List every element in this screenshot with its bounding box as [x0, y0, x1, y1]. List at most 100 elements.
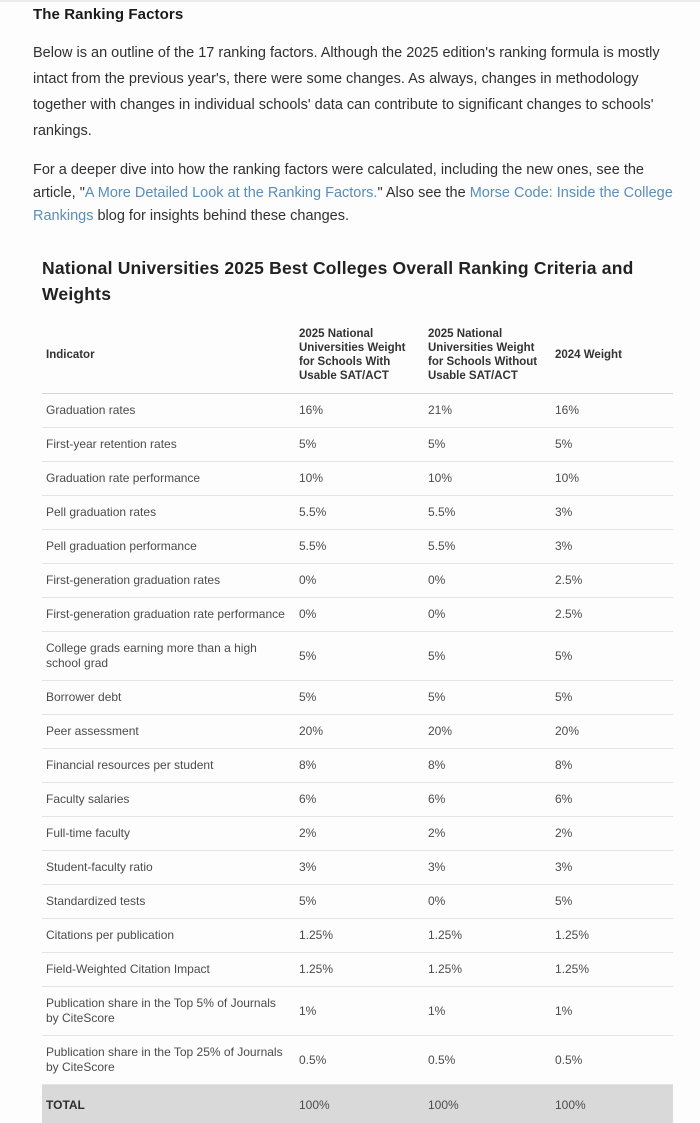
column-header-2024-weight: 2024 Weight	[551, 319, 673, 394]
weight-cell: 21%	[424, 393, 551, 428]
table-row: Faculty salaries 6% 6% 6%	[42, 782, 673, 817]
table-header: Indicator 2025 National Universities Wei…	[42, 319, 673, 394]
weight-cell: 6%	[424, 782, 551, 817]
indicator-cell: Financial resources per student	[42, 748, 295, 783]
indicator-cell: Pell graduation performance	[42, 529, 295, 564]
weight-cell: 3%	[295, 850, 424, 885]
table-row: First-year retention rates 5% 5% 5%	[42, 427, 673, 462]
indicator-cell: Field-Weighted Citation Impact	[42, 952, 295, 987]
table-row: Student-faculty ratio 3% 3% 3%	[42, 850, 673, 885]
weight-cell: 3%	[551, 850, 673, 885]
weight-cell: 5%	[424, 631, 551, 681]
indicator-cell: First-year retention rates	[42, 427, 295, 462]
weight-cell: 10%	[551, 461, 673, 496]
table-row: Publication share in the Top 25% of Jour…	[42, 1035, 673, 1085]
weight-cell: 5.5%	[424, 529, 551, 564]
weight-cell: 5%	[424, 680, 551, 715]
weight-cell: 5.5%	[424, 495, 551, 530]
table-row: Financial resources per student 8% 8% 8%	[42, 748, 673, 783]
weight-cell: 5%	[295, 884, 424, 919]
table-row: College grads earning more than a high s…	[42, 631, 673, 681]
table-footer: TOTAL 100% 100% 100%	[42, 1084, 673, 1123]
indicator-cell: Pell graduation rates	[42, 495, 295, 530]
weight-cell: 20%	[551, 714, 673, 749]
weight-cell: 5%	[551, 680, 673, 715]
weight-cell: 0.5%	[424, 1035, 551, 1085]
ranking-criteria-table: Indicator 2025 National Universities Wei…	[42, 319, 673, 1123]
links-paragraph-text-1: For a deeper dive into how the ranking f…	[33, 162, 644, 201]
table-body: Graduation rates 16% 21% 16% First-year rete…	[42, 393, 673, 1085]
column-header-2025-without-sat: 2025 National Universities Weight for Sc…	[424, 319, 551, 394]
weight-cell: 20%	[295, 714, 424, 749]
weight-cell: 0.5%	[295, 1035, 424, 1085]
weight-cell: 5.5%	[295, 529, 424, 564]
section-heading: The Ranking Factors	[33, 6, 184, 23]
table-row: First-generation graduation rate perform…	[42, 597, 673, 632]
weight-cell: 16%	[551, 393, 673, 428]
weight-cell: 5.5%	[295, 495, 424, 530]
table-row: Pell graduation performance 5.5% 5.5% 3%	[42, 529, 673, 564]
weight-cell: 1%	[295, 986, 424, 1036]
intro-paragraph-text: Below is an outline of the 17 ranking fa…	[33, 45, 660, 139]
weight-cell: 2%	[295, 816, 424, 851]
weight-cell: 2%	[424, 816, 551, 851]
table-title: National Universities 2025 Best Colleges…	[42, 258, 634, 304]
table-row: Citations per publication 1.25% 1.25% 1.25%	[42, 918, 673, 953]
weight-cell: 3%	[551, 495, 673, 530]
table-row: Field-Weighted Citation Impact 1.25% 1.25%…	[42, 952, 673, 987]
weight-cell: 1%	[424, 986, 551, 1036]
intro-paragraph: Below is an outline of the 17 ranking fa…	[33, 40, 673, 144]
weight-cell: 2.5%	[551, 597, 673, 632]
weight-cell: 2.5%	[551, 563, 673, 598]
indicator-cell: Graduation rates	[42, 393, 295, 428]
indicator-cell: Graduation rate performance	[42, 461, 295, 496]
indicator-cell: First-generation graduation rate perform…	[42, 597, 295, 632]
table-row: Publication share in the Top 5% of Journ…	[42, 986, 673, 1036]
total-label: TOTAL	[42, 1084, 295, 1123]
indicator-cell: Student-faculty ratio	[42, 850, 295, 885]
weight-cell: 8%	[424, 748, 551, 783]
indicator-cell: Faculty salaries	[42, 782, 295, 817]
table-row: Standardized tests 5% 0% 5%	[42, 884, 673, 919]
indicator-cell: Citations per publication	[42, 918, 295, 953]
table-row: Full-time faculty 2% 2% 2%	[42, 816, 673, 851]
weight-cell: 8%	[551, 748, 673, 783]
article-content: The Ranking Factors Below is an outline …	[0, 6, 700, 1123]
weight-cell: 0.5%	[551, 1035, 673, 1085]
weight-cell: 10%	[424, 461, 551, 496]
indicator-cell: College grads earning more than a high s…	[42, 631, 295, 681]
weight-cell: 10%	[295, 461, 424, 496]
weight-cell: 16%	[295, 393, 424, 428]
links-paragraph: For a deeper dive into how the ranking f…	[33, 159, 673, 228]
morse-code-blog-link[interactable]: Morse Code: Inside the College Rankings	[33, 185, 673, 224]
indicator-cell: Full-time faculty	[42, 816, 295, 851]
weight-cell: 8%	[295, 748, 424, 783]
weight-cell: 5%	[295, 680, 424, 715]
weight-cell: 1.25%	[295, 918, 424, 953]
weight-cell: 1.25%	[424, 918, 551, 953]
weight-cell: 0%	[295, 563, 424, 598]
total-value-with-sat: 100%	[295, 1084, 424, 1123]
column-header-indicator: Indicator	[42, 319, 295, 394]
weight-cell: 0%	[424, 597, 551, 632]
indicator-cell: Peer assessment	[42, 714, 295, 749]
weight-cell: 3%	[424, 850, 551, 885]
table-row: Peer assessment 20% 20% 20%	[42, 714, 673, 749]
table-row: Graduation rate performance 10% 10% 10%	[42, 461, 673, 496]
weight-cell: 1%	[551, 986, 673, 1036]
weight-cell: 1.25%	[551, 918, 673, 953]
weight-cell: 1.25%	[424, 952, 551, 987]
weight-cell: 5%	[424, 427, 551, 462]
column-header-2025-with-sat: 2025 National Universities Weight for Sc…	[295, 319, 424, 394]
weight-cell: 6%	[551, 782, 673, 817]
indicator-cell: Standardized tests	[42, 884, 295, 919]
total-value-2024: 100%	[551, 1084, 673, 1123]
weight-cell: 20%	[424, 714, 551, 749]
ranking-factors-article-link[interactable]: A More Detailed Look at the Ranking Fact…	[84, 185, 378, 201]
weight-cell: 5%	[551, 427, 673, 462]
weight-cell: 2%	[551, 816, 673, 851]
table-row: Pell graduation rates 5.5% 5.5% 3%	[42, 495, 673, 530]
table-row: Borrower debt 5% 5% 5%	[42, 680, 673, 715]
weight-cell: 5%	[551, 884, 673, 919]
